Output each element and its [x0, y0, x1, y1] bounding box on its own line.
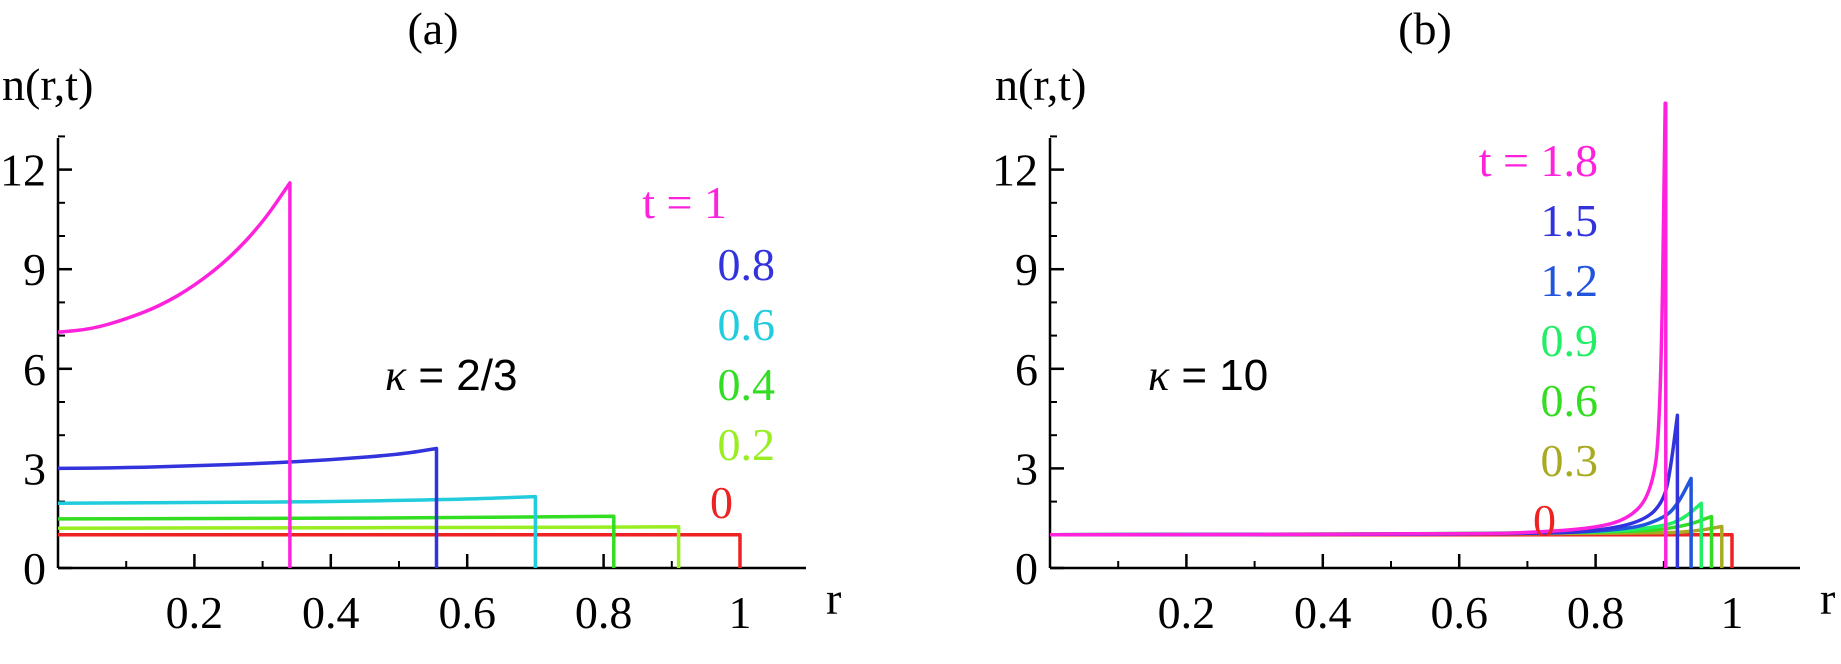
panel-a-ytick-label: 9	[23, 244, 46, 295]
panel-a-curve-t-1	[57, 181, 292, 568]
panel-b: (b) n(r,t) r κ = 10 0.2 0.4 0.6 0.8 1036912 …	[992, 3, 1835, 638]
panel-b-axes: 0.2 0.4 0.6 0.8 1 0 3 6 9 12	[992, 135, 1800, 638]
panel-b-legend-2: 1.2	[1541, 255, 1599, 306]
panel-b-xtick-label: 1	[1721, 587, 1744, 638]
panel-a-xtick-label: 0.2	[166, 587, 224, 638]
panel-a-legend: t = 1 0.8 0.6 0.4 0.2 0	[642, 177, 775, 528]
panel-a-ytick-label: 6	[23, 344, 46, 395]
panel-a-kappa-value: = 2/3	[406, 351, 517, 400]
panel-a-xtick-label: 1	[729, 587, 752, 638]
panel-b-label: (b)	[1398, 3, 1452, 54]
panel-b-ytick-label: 6	[1015, 344, 1038, 395]
panel-a-legend-2: 0.6	[718, 299, 776, 350]
panel-b-ytick-label: 0	[1015, 543, 1038, 594]
panel-a-legend-0: t = 1	[642, 177, 727, 228]
panel-b-ylabel: n(r,t)	[995, 59, 1086, 110]
panel-a-curve-t-0_4	[57, 514, 616, 568]
panel-b-legend-4: 0.6	[1541, 375, 1599, 426]
panel-b-kappa-value: = 10	[1169, 351, 1268, 400]
panel-a-ytick-label: 3	[23, 443, 46, 494]
panel-a-legend-3: 0.4	[718, 359, 776, 410]
panel-b-ytick-label: 9	[1015, 244, 1038, 295]
panel-a-legend-0-value: 1	[704, 177, 727, 228]
panel-a-curve-t-0_8	[57, 446, 439, 568]
panel-a-curve-t-0	[58, 533, 742, 568]
panel-b-legend-1: 1.5	[1541, 195, 1599, 246]
panel-b-kappa: κ = 10	[1148, 351, 1268, 400]
panel-a-label: (a)	[407, 3, 458, 54]
panel-b-xtick-label: 0.2	[1158, 587, 1216, 638]
panel-a-curves	[57, 181, 742, 568]
panel-b-curves	[1049, 101, 1734, 568]
panel-b-xtick-label: 0.6	[1430, 587, 1488, 638]
panel-a-axes: 0.2 0.4 0.6 0.8 1 0 3 6 9 12	[0, 135, 806, 638]
panel-b-curve-t-1_8	[1049, 101, 1668, 568]
panel-b-xtick-label: 0.4	[1294, 587, 1352, 638]
panel-a-ytick-label: 12	[0, 145, 46, 196]
panel-b-legend-5: 0.3	[1541, 435, 1599, 486]
panel-a-kappa: κ = 2/3	[385, 351, 517, 400]
panel-a-xtick-label: 0.4	[302, 587, 360, 638]
panel-a-legend-prefix: t =	[642, 177, 704, 228]
panel-b-legend-0: t = 1.8	[1479, 135, 1598, 186]
panel-b-legend-prefix: t =	[1479, 135, 1541, 186]
panel-a-xtick-label: 0.8	[575, 587, 633, 638]
panel-b-legend-0-value: 1.8	[1541, 135, 1599, 186]
panel-b-ytick-label: 12	[992, 145, 1038, 196]
panel-a-xlabel: r	[826, 573, 841, 624]
panel-b-legend: t = 1.8 1.5 1.2 0.9 0.6 0.3 0	[1479, 135, 1598, 546]
panel-b-ytick-label: 3	[1015, 443, 1038, 494]
panel-b-xtick-label: 0.8	[1567, 587, 1625, 638]
panel-a-ylabel: n(r,t)	[2, 59, 93, 110]
panel-a-legend-4: 0.2	[718, 419, 776, 470]
panel-a-xtick-label: 0.6	[438, 587, 496, 638]
panel-b-legend-6: 0	[1533, 495, 1556, 546]
panel-a: (a) n(r,t) r κ = 2/3 0.2 0.4 0.6 0.8 1 0 3 6 9 12…	[0, 3, 841, 638]
panel-a-kappa-symbol: κ	[385, 351, 407, 400]
panel-b-kappa-symbol: κ	[1148, 351, 1170, 400]
panel-a-legend-1: 0.8	[718, 239, 776, 290]
panel-b-legend-3: 0.9	[1541, 315, 1599, 366]
panel-b-xlabel: r	[1820, 573, 1835, 624]
panel-a-legend-5: 0	[710, 477, 733, 528]
panel-a-curve-t-0_6	[57, 494, 538, 568]
panel-a-curve-t-0_2	[57, 525, 681, 568]
panel-a-ytick-label: 0	[23, 543, 46, 594]
